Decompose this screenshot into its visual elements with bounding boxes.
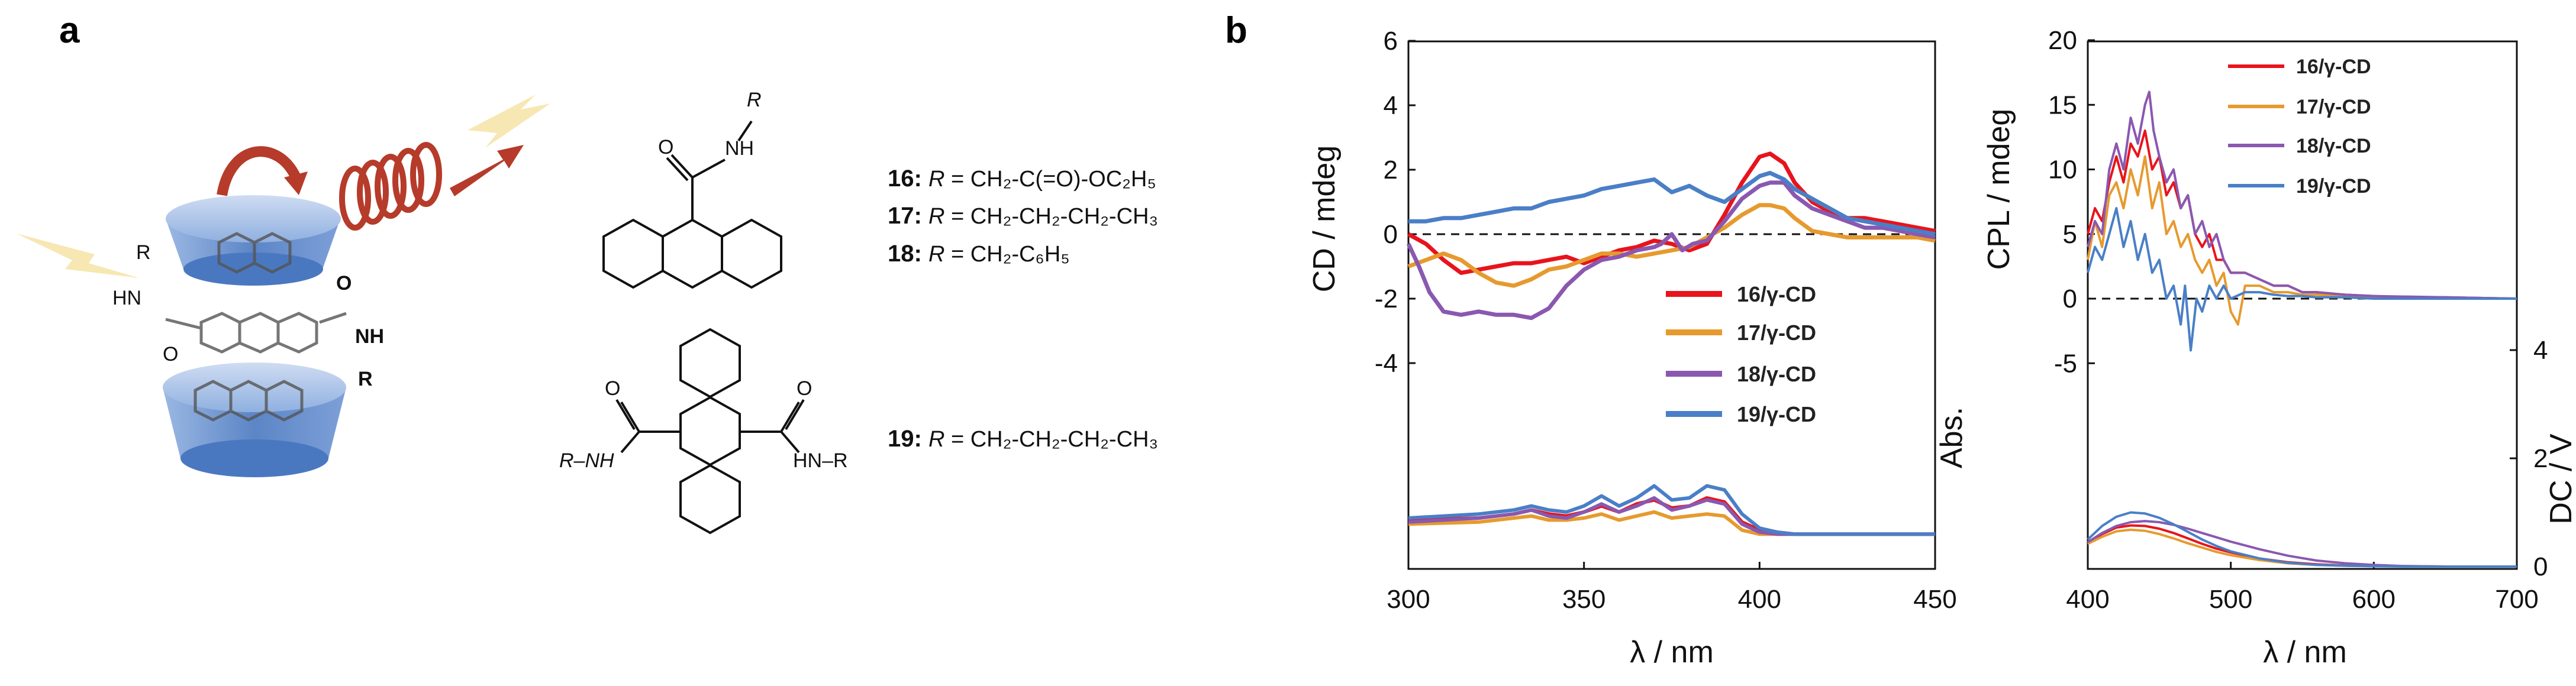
cpl-legend-label-17: 17/γ-CD xyxy=(2296,96,2371,118)
cpl-series-line xyxy=(2087,90,2517,300)
cpl-y-tick-label: 10 xyxy=(2048,156,2077,185)
cd-y-tick-label: 2 xyxy=(1384,156,1398,185)
bis-hnr-right: HN–R xyxy=(793,449,848,472)
abs-series-line xyxy=(1408,484,1935,536)
cpl-plot-frame xyxy=(2087,40,2518,570)
cartoon-r-left: R xyxy=(136,241,151,264)
cd-plot-frame xyxy=(1407,40,1936,570)
compound-18: 18: R = CH₂-C₆H₅ xyxy=(888,241,1070,267)
cd-legend-label-16: 16/γ-CD xyxy=(1737,282,1816,306)
cpl-x-tick-label: 600 xyxy=(2352,585,2396,614)
cpl-series-line xyxy=(2087,155,2517,326)
cpl-legend-label-16: 16/γ-CD xyxy=(2296,56,2371,78)
cpl-y-tick-label: 20 xyxy=(2048,26,2077,55)
mono-nh-label: NH xyxy=(725,137,754,160)
cd-abs-axis-title: Abs. xyxy=(1935,407,1969,468)
cd-x-tick-label: 350 xyxy=(1562,585,1605,614)
mono-r-label: R xyxy=(747,89,762,111)
rotation-arrow-icon xyxy=(217,146,301,196)
cd-legend: 16/γ-CD 17/γ-CD 18/γ-CD 19/γ-CD xyxy=(1666,282,1816,426)
cpl-y-axis-title: CPL / mdeg xyxy=(1982,109,2016,270)
cartoon-r-right: R xyxy=(358,368,373,390)
cd-y-tick-label: 4 xyxy=(1384,91,1398,120)
cd-legend-label-19: 19/γ-CD xyxy=(1737,402,1816,426)
panel-a-label: a xyxy=(59,10,80,51)
structure-mono-amide xyxy=(602,120,782,289)
cd-x-tick-label: 300 xyxy=(1387,585,1430,614)
dc-y-tick-label: 0 xyxy=(2533,552,2548,581)
cpl-y-tick-label: 15 xyxy=(2048,90,2077,119)
cpl-legend: 16/γ-CD 17/γ-CD 18/γ-CD 19/γ-CD xyxy=(2228,56,2371,198)
cpl-helix-icon xyxy=(339,142,442,231)
bis-rnh-left: R–NH xyxy=(559,449,614,472)
cpl-y-tick-label: 0 xyxy=(2063,284,2077,313)
dc-y-tick-label: 4 xyxy=(2533,336,2548,365)
cpl-legend-label-18: 18/γ-CD xyxy=(2296,135,2371,157)
cd-x-tick-label: 400 xyxy=(1738,585,1781,614)
cd-y-tick-label: 6 xyxy=(1384,27,1398,56)
emission-arrow-icon xyxy=(450,145,524,196)
cartoon-o-right: O xyxy=(336,272,352,295)
cpl-y-tick-label: -5 xyxy=(2054,349,2077,378)
cd-series-line xyxy=(1408,170,1936,237)
cd-x-axis-title: λ / nm xyxy=(1630,635,1714,669)
cd-y-tick-label: 0 xyxy=(1384,220,1398,249)
bis-o-right: O xyxy=(797,377,812,400)
bis-o-left: O xyxy=(605,377,620,400)
cpl-y-tick-label: 5 xyxy=(2063,220,2077,249)
cd-chart: 6 4 2 0 -2 -4 300 350 400 450 CD / mdeg Abs. λ /… xyxy=(1307,27,1969,669)
dc-y-axis-title: DC / V xyxy=(2544,433,2576,524)
dc-series-line xyxy=(2087,528,2517,568)
cpl-series-line xyxy=(2087,207,2517,352)
cd-x-tick-label: 450 xyxy=(1913,585,1956,614)
abs-series-line xyxy=(1408,496,1935,536)
cpl-x-tick-label: 700 xyxy=(2495,585,2538,614)
lightning-bolt-right-icon xyxy=(468,95,550,148)
cpl-legend-label-19: 19/γ-CD xyxy=(2296,175,2371,198)
cartoon-hn-left: HN xyxy=(112,287,141,309)
structure-bis-amide xyxy=(615,328,805,535)
cd-y-tick-label: -4 xyxy=(1375,349,1398,378)
cartoon-nh-right: NH xyxy=(355,325,384,348)
cartoon-o-left: O xyxy=(163,343,178,365)
cd-y-axis-title: CD / mdeg xyxy=(1307,145,1342,293)
mono-o-label: O xyxy=(658,136,673,158)
compound-list: 16: R = CH₂-C(=O)-OC₂H₅ 17: R = CH₂-CH₂-… xyxy=(888,166,1158,452)
cd-series-line xyxy=(1406,180,1936,321)
panel-b-label: b xyxy=(1225,10,1247,51)
cd-legend-label-18: 18/γ-CD xyxy=(1737,362,1816,386)
cpl-x-tick-label: 400 xyxy=(2066,585,2109,614)
compound-17: 17: R = CH₂-CH₂-CH₂-CH₃ xyxy=(888,203,1158,229)
compound-16: 16: R = CH₂-C(=O)-OC₂H₅ xyxy=(888,166,1156,192)
rotaxane-cartoon: R HN O O NH R xyxy=(17,95,550,477)
dc-series-line xyxy=(2087,520,2517,568)
cd-legend-label-17: 17/γ-CD xyxy=(1737,321,1816,345)
cd-y-tick-label: -2 xyxy=(1375,284,1398,313)
cpl-x-axis-title: λ / nm xyxy=(2263,635,2347,669)
compound-19: 19: R = CH₂-CH₂-CH₂-CH₃ xyxy=(888,426,1158,452)
dc-series-line xyxy=(2087,511,2517,568)
dc-y-tick-label: 2 xyxy=(2533,444,2548,473)
cpl-x-tick-label: 500 xyxy=(2209,585,2252,614)
lightning-bolt-left-icon xyxy=(17,234,139,278)
